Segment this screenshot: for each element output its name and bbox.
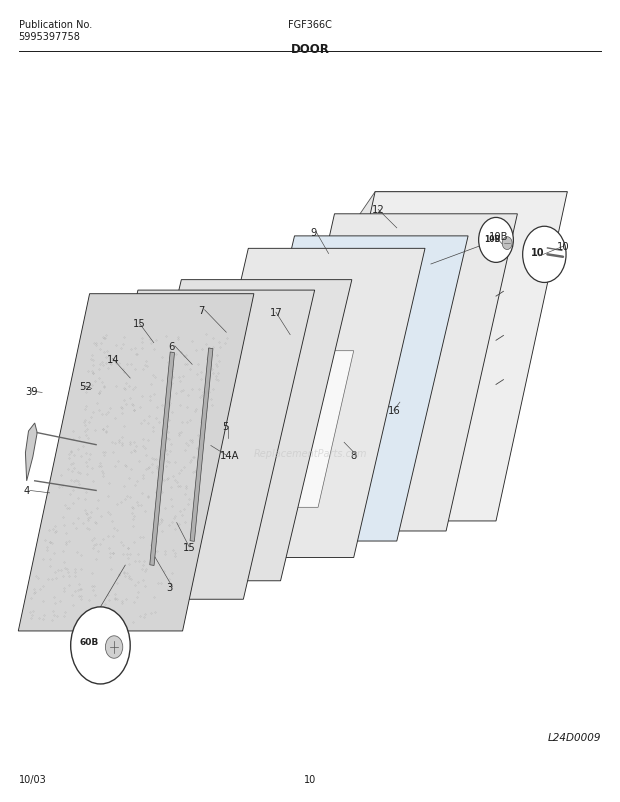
Text: ReplacementParts.com: ReplacementParts.com <box>253 448 367 458</box>
Circle shape <box>71 607 130 684</box>
Text: Publication No.: Publication No. <box>19 20 92 30</box>
Polygon shape <box>263 214 517 532</box>
Polygon shape <box>190 349 213 541</box>
Text: 3: 3 <box>166 582 172 592</box>
Polygon shape <box>188 301 343 533</box>
Text: 10: 10 <box>531 248 545 257</box>
Polygon shape <box>25 423 37 481</box>
Text: 39: 39 <box>25 387 37 396</box>
Text: 15: 15 <box>133 319 146 329</box>
Polygon shape <box>150 353 174 565</box>
Polygon shape <box>67 290 314 600</box>
Text: 10/03: 10/03 <box>19 775 46 784</box>
Circle shape <box>502 237 512 250</box>
Text: 10: 10 <box>557 242 569 252</box>
Text: 12: 12 <box>372 205 385 215</box>
Circle shape <box>479 218 513 263</box>
Polygon shape <box>223 237 468 541</box>
Text: 10: 10 <box>304 775 316 784</box>
Text: 14: 14 <box>107 354 119 364</box>
Polygon shape <box>304 192 567 521</box>
Text: 60B: 60B <box>79 637 99 646</box>
Polygon shape <box>304 192 567 297</box>
Text: 7: 7 <box>198 306 205 315</box>
Text: L24D0009: L24D0009 <box>548 732 601 742</box>
Text: 5995397758: 5995397758 <box>19 32 81 42</box>
Polygon shape <box>19 294 254 631</box>
Text: 10B: 10B <box>484 234 500 244</box>
Text: 5: 5 <box>222 422 228 431</box>
Text: 16: 16 <box>388 406 401 415</box>
Text: 8: 8 <box>350 451 356 460</box>
Polygon shape <box>213 351 353 508</box>
Text: DOOR: DOOR <box>291 43 329 55</box>
Text: 17: 17 <box>270 308 283 318</box>
Text: 10B: 10B <box>489 232 508 241</box>
Text: 14A: 14A <box>220 451 239 460</box>
Text: 9: 9 <box>310 228 316 237</box>
Text: FGF366C: FGF366C <box>288 20 332 30</box>
Polygon shape <box>177 249 425 558</box>
Text: 15: 15 <box>183 542 196 552</box>
Text: 6: 6 <box>169 342 175 351</box>
Circle shape <box>105 636 123 658</box>
Text: 52: 52 <box>79 382 92 391</box>
Text: 4: 4 <box>24 486 30 496</box>
Polygon shape <box>110 281 352 581</box>
Circle shape <box>523 227 566 283</box>
